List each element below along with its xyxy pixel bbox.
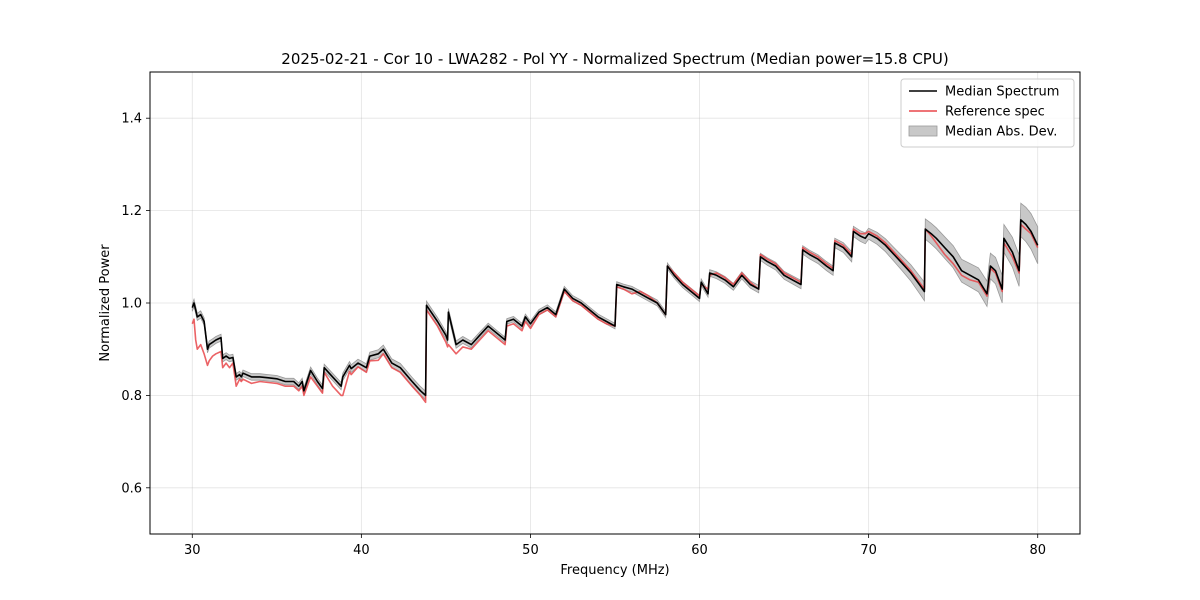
mad-band <box>191 202 1039 401</box>
legend-box <box>900 78 1075 148</box>
y-tick-label: 0.8 <box>121 389 142 404</box>
y-tick-label: 1.4 <box>121 112 142 127</box>
y-tick-label: 0.6 <box>121 481 142 496</box>
y-tick-label: 1.0 <box>121 297 142 312</box>
legend-mad-label: Median Abs. Dev. <box>945 125 1057 140</box>
reference-spec-line <box>191 223 1039 404</box>
x-axis-label: Frequency (MHz) <box>560 563 669 578</box>
x-tick-label: 40 <box>353 543 370 558</box>
x-tick-label: 30 <box>184 543 201 558</box>
legend-reference-label: Reference spec <box>945 105 1045 120</box>
y-tick-label: 1.2 <box>121 204 142 219</box>
legend: Median Spectrum Reference spec Median Ab… <box>900 78 1075 148</box>
median-spectrum-line <box>191 219 1039 397</box>
x-tick-label: 60 <box>691 543 708 558</box>
legend-median-label: Median Spectrum <box>945 85 1059 100</box>
x-tick-label: 50 <box>522 543 539 558</box>
chart-title: 2025-02-21 - Cor 10 - LWA282 - Pol YY - … <box>281 50 948 68</box>
x-tick-label: 80 <box>1029 543 1046 558</box>
x-tick-label: 70 <box>860 543 877 558</box>
legend-mad-swatch <box>908 125 938 137</box>
y-axis-label: Normalized Power <box>98 244 113 362</box>
